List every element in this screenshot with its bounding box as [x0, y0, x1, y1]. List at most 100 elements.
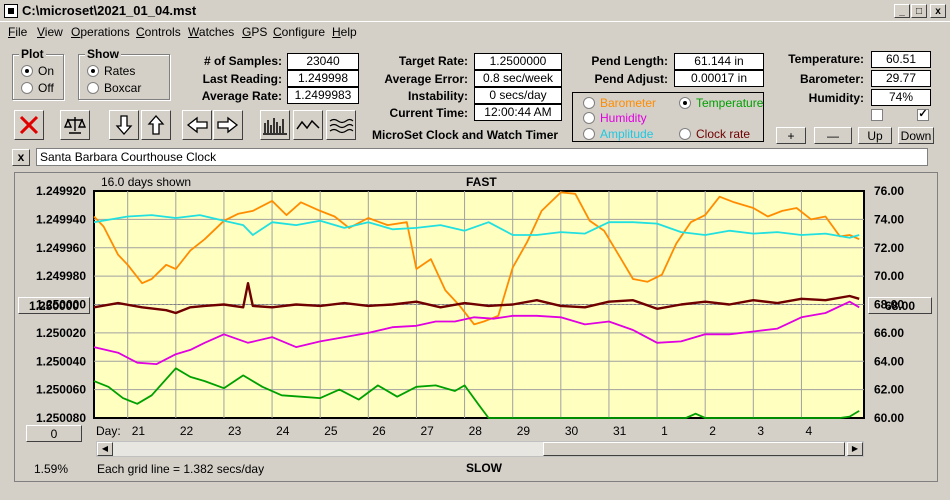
- maximize-button[interactable]: □: [911, 4, 927, 18]
- plot-off-radio[interactable]: Off: [21, 81, 54, 95]
- show-rates-radio[interactable]: Rates: [87, 64, 135, 78]
- wave-icon: [296, 119, 320, 130]
- temperature-radio[interactable]: Temperature: [679, 96, 763, 110]
- left-tick-label: 1.250040: [36, 354, 86, 368]
- menu-view[interactable]: View: [37, 25, 63, 39]
- line-view-button[interactable]: [293, 110, 323, 140]
- right-tick-label: 74.00: [874, 212, 904, 226]
- last-reading-label: Last Reading:: [202, 72, 282, 86]
- menu-operations[interactable]: Operations: [71, 25, 130, 39]
- plot-on-label: On: [38, 64, 55, 78]
- amplitude-radio[interactable]: Amplitude: [583, 127, 653, 141]
- percent-label: 1.59%: [34, 462, 69, 476]
- bar-view-button[interactable]: [260, 110, 290, 140]
- x-tick-label: 1: [661, 424, 668, 438]
- plot-on-radio[interactable]: On: [21, 64, 54, 78]
- checkbox-left[interactable]: [871, 109, 883, 121]
- arrow-left-button[interactable]: [182, 110, 212, 140]
- right-tick-label: 72.00: [874, 241, 904, 255]
- last-reading-field: 1.249998: [287, 70, 359, 87]
- multi-line-view-button[interactable]: [326, 110, 356, 140]
- x-tick-label: 27: [420, 424, 434, 438]
- amplitude-radio-label: Amplitude: [600, 127, 654, 141]
- plot-off-label: Off: [38, 81, 54, 95]
- average-rate-field: 1.2499983: [287, 87, 359, 104]
- current-time-field: 12:00:44 AM: [474, 104, 562, 121]
- balance-button[interactable]: [60, 110, 90, 140]
- arrow-down-button[interactable]: [109, 110, 139, 140]
- arrow-right-icon: [217, 116, 239, 134]
- x-tick-label: 28: [469, 424, 483, 438]
- minus-button[interactable]: —: [814, 127, 852, 144]
- series-line-amplitude: [93, 214, 860, 239]
- arrow-up-icon: [147, 115, 165, 135]
- up-button[interactable]: Up: [858, 127, 892, 144]
- show-group: Show Rates Boxcar: [78, 47, 170, 100]
- app-icon[interactable]: [4, 4, 18, 18]
- right-tick-label: 60.00: [874, 411, 904, 425]
- red-x-icon: [19, 115, 39, 135]
- show-group-title: Show: [85, 47, 121, 61]
- x-tick-label: 29: [517, 424, 531, 438]
- left-tick-label: 1.250000: [36, 298, 86, 312]
- menu-help[interactable]: Help: [332, 25, 357, 39]
- down-button[interactable]: Down: [898, 127, 934, 144]
- x-tick-label: 25: [324, 424, 338, 438]
- show-boxcar-radio[interactable]: Boxcar: [87, 81, 141, 95]
- series-line-barometer: [93, 191, 860, 326]
- menu-watches[interactable]: Watches: [188, 25, 235, 39]
- barometer-radio[interactable]: Barometer: [583, 96, 656, 110]
- bars-icon: [263, 118, 287, 135]
- menu-configure[interactable]: Configure: [273, 25, 326, 39]
- grid-note: Each grid line = 1.382 secs/day: [97, 462, 265, 476]
- humidity-field: 74%: [871, 89, 931, 106]
- x-tick-label: 21: [132, 424, 146, 438]
- menu-controls[interactable]: Controls: [136, 25, 181, 39]
- arrow-down-icon: [115, 115, 133, 135]
- menu-file[interactable]: File: [8, 25, 28, 39]
- left-reference-button[interactable]: 1.250000: [18, 297, 90, 314]
- app-caption: MicroSet Clock and Watch Timer: [372, 128, 559, 142]
- scroll-left-arrow-icon[interactable]: ◀: [97, 442, 113, 456]
- show-rates-label: Rates: [104, 64, 136, 78]
- humidity-radio[interactable]: Humidity: [583, 111, 647, 125]
- scale-icon: [63, 117, 87, 134]
- sensor-selector: Barometer Temperature Humidity Amplitude…: [572, 92, 764, 142]
- x-tick-label: 24: [276, 424, 290, 438]
- barometer-label: Barometer:: [799, 72, 864, 86]
- left-tick-label: 1.250080: [36, 411, 86, 425]
- show-boxcar-label: Boxcar: [104, 81, 142, 95]
- average-error-field: 0.8 sec/week: [474, 70, 562, 87]
- menu-gps[interactable]: GPS: [242, 25, 268, 39]
- delete-button[interactable]: [14, 110, 44, 140]
- minimize-button[interactable]: _: [894, 4, 910, 18]
- arrow-up-button[interactable]: [141, 110, 171, 140]
- humidity-label: Humidity:: [808, 91, 864, 105]
- scroll-thumb[interactable]: [543, 442, 845, 456]
- plot-group-title: Plot: [19, 47, 46, 61]
- arrow-left-icon: [186, 116, 208, 134]
- right-tick-label: 66.00: [874, 326, 904, 340]
- instability-label: Instability:: [407, 89, 468, 103]
- plus-button[interactable]: +: [776, 127, 806, 144]
- menu-bar: File View Operations Controls Watches GPS Conf…: [0, 22, 950, 42]
- clockrate-radio[interactable]: Clock rate: [679, 127, 750, 141]
- x-tick-label: 2: [709, 424, 716, 438]
- checkbox-right[interactable]: ✓: [917, 108, 929, 121]
- temperature-radio-label: Temperature: [696, 96, 764, 110]
- close-window-button[interactable]: x: [930, 4, 946, 18]
- clear-name-button[interactable]: x: [12, 149, 30, 166]
- right-reference-button[interactable]: 68.00: [868, 297, 932, 314]
- slow-label: SLOW: [466, 461, 502, 475]
- day-axis-label: Day:: [96, 424, 121, 438]
- horizontal-scrollbar[interactable]: ◀ ▶: [96, 441, 864, 457]
- clock-name-input[interactable]: [36, 148, 928, 166]
- tick-labels: 1.249920 1.249940 1.249960 1.249980 1.250000…: [36, 184, 904, 438]
- zero-button[interactable]: 0: [26, 425, 82, 442]
- chart-panel: [14, 172, 938, 482]
- title-bar[interactable]: C:\microset\2021_01_04.mst _ □ x: [0, 0, 950, 22]
- arrow-right-button[interactable]: [213, 110, 243, 140]
- scroll-right-arrow-icon[interactable]: ▶: [847, 442, 863, 456]
- right-tick-label: 62.00: [874, 383, 904, 397]
- x-tick-label: 3: [757, 424, 764, 438]
